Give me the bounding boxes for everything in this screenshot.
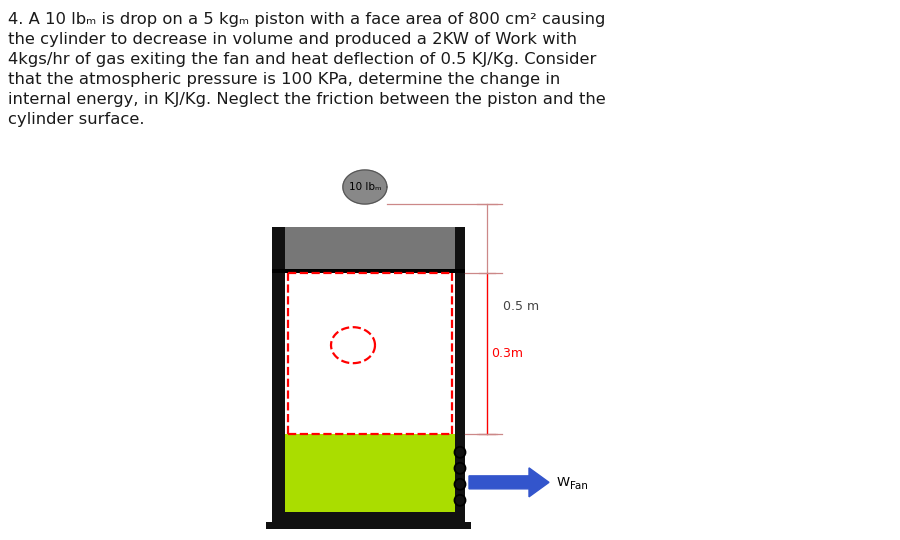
Text: 10 lbₘ: 10 lbₘ <box>348 182 381 192</box>
Bar <box>285 227 455 512</box>
Text: W: W <box>557 476 570 489</box>
Text: Fan: Fan <box>570 481 588 491</box>
Bar <box>285 227 455 269</box>
Text: 0.5 m: 0.5 m <box>503 300 539 314</box>
Text: 0.3m: 0.3m <box>491 347 523 360</box>
Bar <box>285 434 455 512</box>
Bar <box>455 227 465 522</box>
Bar <box>266 522 471 529</box>
Polygon shape <box>469 468 549 497</box>
Text: 4. A 10 lbₘ is drop on a 5 kgₘ piston with a face area of 800 cm² causing
the cy: 4. A 10 lbₘ is drop on a 5 kgₘ piston wi… <box>8 12 606 127</box>
Polygon shape <box>343 170 387 204</box>
Bar <box>272 269 465 273</box>
Bar <box>272 512 465 522</box>
Bar <box>272 227 285 522</box>
